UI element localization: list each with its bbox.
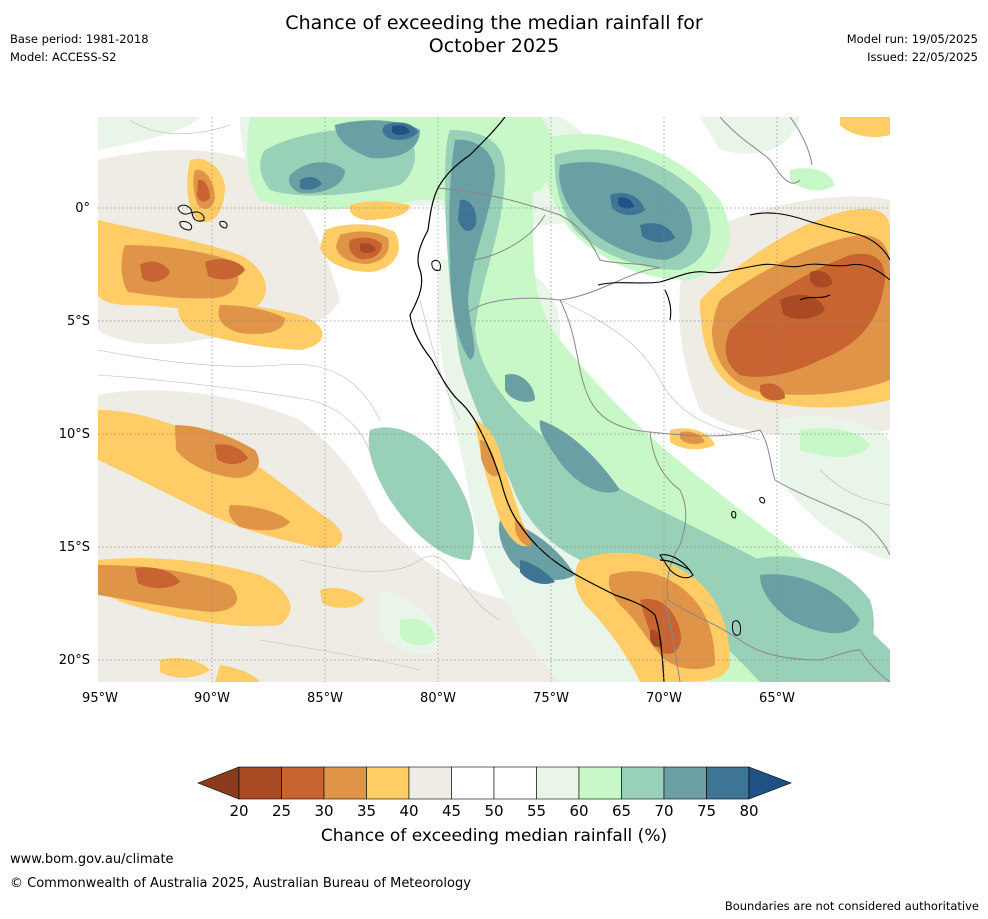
colorbar-tick-label: 80 — [739, 802, 758, 820]
colorbar-tick-label: 50 — [484, 802, 503, 820]
lat-label: 10°S — [59, 427, 90, 442]
colorbar-bin — [578, 766, 622, 800]
colorbar-tick-labels: 20 25 30 35 40 45 50 55 60 65 70 75 80 — [229, 802, 758, 820]
lon-label: 75°W — [533, 691, 569, 706]
colorbar-tick-label: 45 — [442, 802, 461, 820]
lon-label: 85°W — [307, 691, 343, 706]
lon-label: 70°W — [646, 691, 682, 706]
colorbar-bin — [366, 766, 410, 800]
title-line-2: October 2025 — [428, 35, 560, 57]
colorbar-bin — [706, 766, 750, 800]
base-period: Base period: 1981-2018 — [10, 32, 149, 46]
islands — [177, 204, 766, 636]
colorbar-tick-label: 65 — [612, 802, 631, 820]
model-run: Model run: 19/05/2025 — [846, 32, 978, 46]
colorbar-bin — [408, 766, 452, 800]
colorbar-bin — [451, 766, 495, 800]
meta-right: Model run: 19/05/2025 Issued: 22/05/2025 — [847, 30, 978, 66]
colorbar-tick-label: 35 — [357, 802, 376, 820]
longitude-labels: 95°W 90°W 85°W 80°W 75°W 70°W 65°W — [82, 691, 795, 706]
probability-20-25 — [360, 243, 832, 648]
colorbar-low-extend — [197, 766, 240, 800]
lat-label: 20°S — [59, 653, 90, 668]
colorbar: 20 25 30 35 40 45 50 55 60 65 70 75 80 — [197, 766, 792, 820]
colorbar-tick-label: 75 — [697, 802, 716, 820]
rivers — [597, 212, 890, 579]
colorbar-bin — [323, 766, 367, 800]
copyright-text: © Commonwealth of Australia 2025, Austra… — [10, 876, 471, 891]
probability-above-80 — [392, 125, 634, 209]
colorbar-tick-label: 30 — [314, 802, 333, 820]
probability-75-80 — [300, 122, 675, 584]
lat-label: 15°S — [59, 540, 90, 555]
country-borders — [437, 117, 890, 682]
issued-date: Issued: 22/05/2025 — [867, 50, 978, 64]
colorbar-bin — [281, 766, 325, 800]
colorbar-tick-label: 60 — [569, 802, 588, 820]
colorbar-tick-label: 70 — [654, 802, 673, 820]
graticule — [98, 117, 890, 682]
lat-label: 5°S — [67, 314, 90, 329]
lat-label: 0° — [75, 201, 90, 216]
colorbar-bin — [493, 766, 537, 800]
lon-label: 80°W — [420, 691, 456, 706]
colorbar-tick-label: 55 — [527, 802, 546, 820]
colorbar-tick-label: 25 — [272, 802, 291, 820]
lon-label: 95°W — [82, 691, 118, 706]
contour-lines — [98, 119, 890, 682]
colorbar-bin — [621, 766, 665, 800]
colorbar-bin — [238, 766, 282, 800]
colorbar-tick-label: 40 — [399, 802, 418, 820]
colorbar-high-extend — [748, 766, 792, 800]
colorbar-tick-label: 20 — [229, 802, 248, 820]
lon-label: 90°W — [194, 691, 230, 706]
map-field — [98, 117, 890, 682]
colorbar-bins — [238, 766, 750, 800]
meta-left: Base period: 1981-2018 Model: ACCESS-S2 — [10, 30, 149, 66]
colorbar-bin — [536, 766, 580, 800]
disclaimer-text: Boundaries are not considered authoritat… — [724, 899, 979, 913]
lon-label: 65°W — [759, 691, 795, 706]
colorbar-title: Chance of exceeding median rainfall (%) — [320, 826, 668, 846]
latitude-labels: 0° 5°S 10°S 15°S 20°S — [59, 201, 90, 668]
model-name: Model: ACCESS-S2 — [10, 50, 117, 64]
title-line-1: Chance of exceeding the median rainfall … — [285, 12, 703, 34]
website-text: www.bom.gov.au/climate — [10, 852, 174, 867]
coastline — [409, 117, 691, 682]
map-title: Chance of exceeding the median rainfall … — [0, 12, 988, 58]
colorbar-bin — [663, 766, 707, 800]
